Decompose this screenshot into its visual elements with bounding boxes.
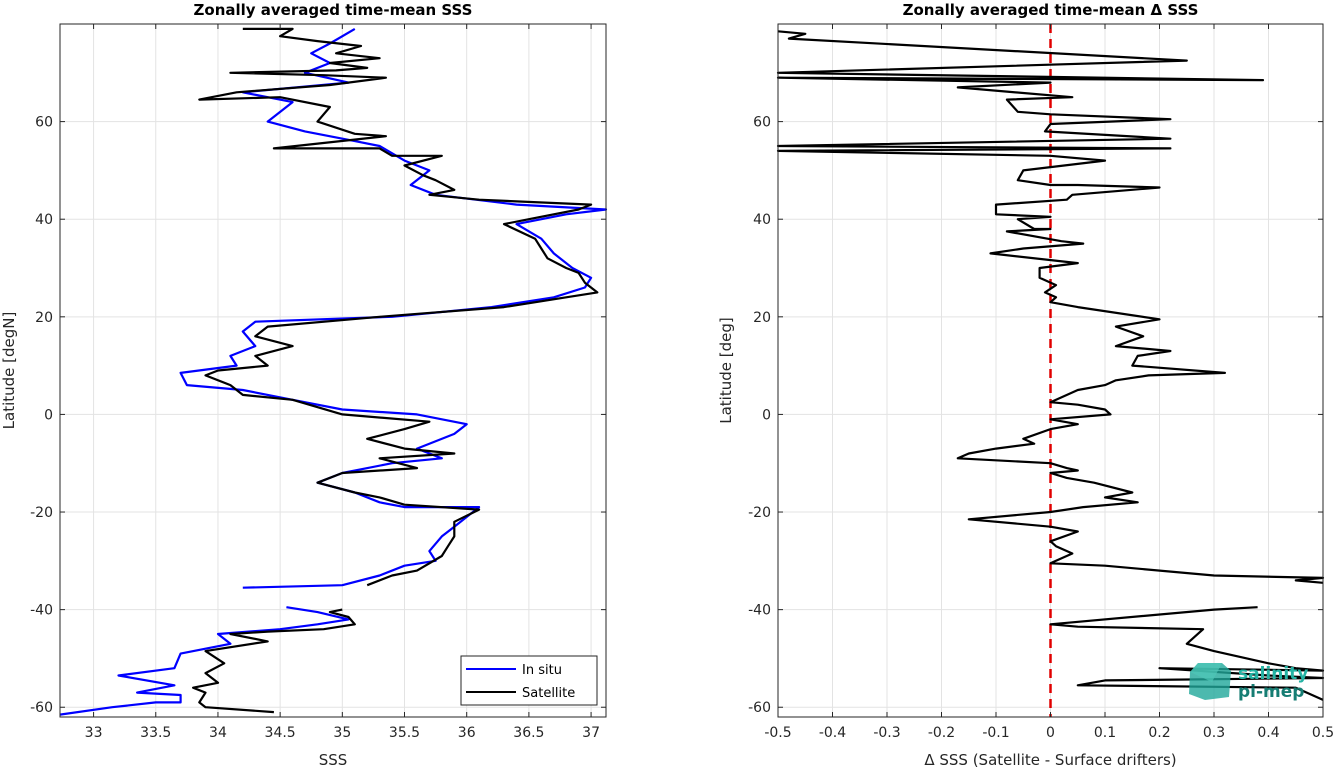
y-tick-label: -40 [30, 603, 53, 619]
y-tick-label: 40 [753, 212, 771, 228]
x-tick-label: 0.3 [1203, 725, 1225, 741]
x-tick-label: -0.4 [819, 725, 846, 741]
x-tick-label: 35.5 [389, 725, 420, 741]
series-line-in-situ [59, 606, 350, 716]
sss-y-axis-label: Latitude [degN] [0, 312, 18, 430]
series-line-satellite [198, 27, 599, 587]
x-tick-label: 0.5 [1312, 725, 1334, 741]
x-tick-label: 35 [333, 725, 351, 741]
y-tick-label: 20 [753, 310, 771, 326]
x-tick-label: -0.5 [764, 725, 791, 741]
x-tick-label: 0.4 [1257, 725, 1279, 741]
sss-x-axis-label: SSS [319, 751, 348, 769]
x-tick-label: -0.2 [928, 725, 955, 741]
axes-frame [59, 23, 607, 718]
x-tick-label: 36.5 [513, 725, 544, 741]
x-tick-label: 0.2 [1148, 725, 1170, 741]
y-tick-label: 60 [753, 115, 771, 131]
y-tick-label: 40 [35, 212, 53, 228]
legend-label-in-situ: In situ [522, 663, 562, 678]
x-tick-label: 36 [458, 725, 476, 741]
delta-sss-x-axis-label: Δ SSS (Satellite - Surface drifters) [924, 751, 1176, 769]
y-tick-label: 60 [35, 115, 53, 131]
x-tick-label: 0.1 [1094, 725, 1116, 741]
salinity-pi-mep-logo: salinity pi-mep [1189, 663, 1308, 702]
series-line-delta-sss [1049, 606, 1325, 701]
delta-sss-y-axis-label: Latitude [deg] [717, 317, 735, 423]
logo-text-pi-mep: pi-mep [1238, 682, 1304, 702]
legend: In situ Satellite [460, 655, 598, 706]
y-tick-label: -60 [30, 700, 53, 716]
legend-box [460, 655, 598, 706]
x-tick-label: 34.5 [265, 725, 296, 741]
plot-area [60, 24, 606, 717]
sss-title: Zonally averaged time-mean SSS [194, 1, 473, 19]
x-tick-label: 37 [582, 725, 600, 741]
y-tick-label: -20 [30, 505, 53, 521]
y-tick-label: -20 [748, 505, 771, 521]
x-tick-label: 0 [1046, 725, 1055, 741]
y-tick-label: 20 [35, 310, 53, 326]
x-tick-label: 33.5 [140, 725, 171, 741]
series-line-delta-sss [776, 30, 1325, 584]
x-tick-label: 33 [85, 725, 103, 741]
x-tick-label: -0.3 [873, 725, 900, 741]
series-line-satellite [192, 608, 356, 714]
delta-sss-panel: -0.5 -0.4 -0.3 -0.2 -0.1 0 0.1 0.2 0.3 0.4 0.5 -60 -… [717, 1, 1334, 769]
y-tick-label: 0 [762, 407, 771, 423]
x-tick-label: 34 [209, 725, 227, 741]
y-tick-label: -40 [748, 603, 771, 619]
series-line-in-situ [179, 27, 608, 589]
logo-cube-facet [1190, 663, 1222, 682]
delta-sss-title: Zonally averaged time-mean Δ SSS [903, 1, 1199, 19]
legend-label-satellite: Satellite [522, 686, 575, 701]
sss-panel: 33 33.5 34 34.5 35 35.5 36 36.5 37 -60 -40 -20 0 20 40… [0, 1, 608, 769]
y-tick-label: -60 [748, 700, 771, 716]
y-tick-label: 0 [44, 407, 53, 423]
x-tick-label: -0.1 [982, 725, 1009, 741]
logo-text-salinity: salinity [1238, 664, 1308, 684]
